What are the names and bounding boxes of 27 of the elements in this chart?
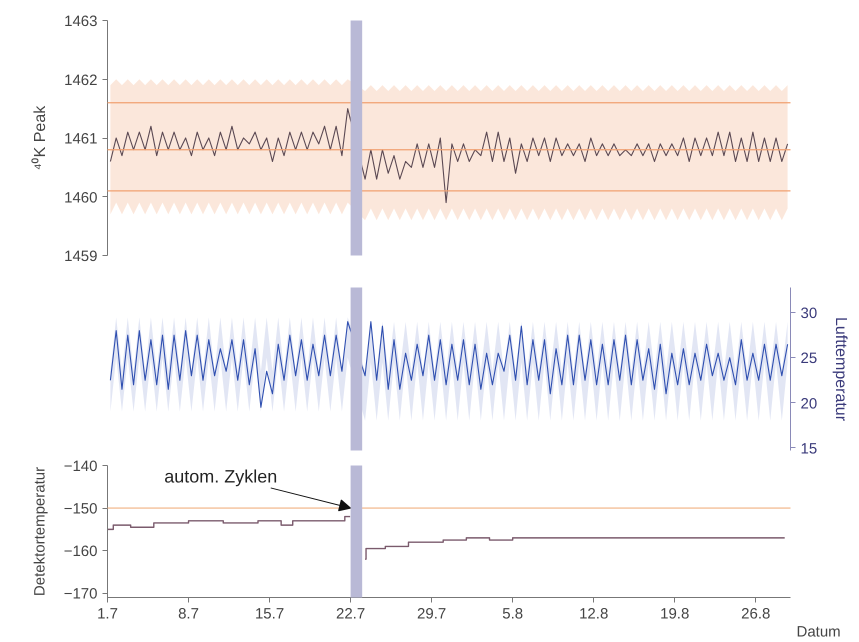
y-tick-label: 1461: [64, 130, 98, 148]
y2-tick-label: 30: [800, 305, 818, 322]
x-axis-title: Datum: [796, 624, 841, 640]
x-tick-label: 8.7: [178, 606, 199, 622]
y-axis-title: ⁴⁰K Peak: [31, 104, 50, 170]
y-axis-title: Detektortemperatur: [32, 466, 49, 596]
annotation: autom. Zyklen: [164, 466, 278, 486]
y-tick-label: −140: [64, 458, 98, 475]
y-tick-label: −170: [64, 586, 98, 603]
y-tick-label: 1463: [64, 13, 98, 30]
x-tick-label: 26.8: [741, 606, 770, 622]
x-tick-label: 5.8: [502, 606, 524, 622]
y-tick-label: 1462: [64, 72, 98, 89]
x-tick-label: 22.7: [336, 606, 366, 622]
y-tick-label: 1460: [64, 189, 98, 206]
x-tick-label: 29.7: [417, 606, 446, 622]
y-tick-label: −150: [64, 500, 98, 518]
y2-tick-label: 20: [800, 395, 818, 412]
y2-tick-label: 15: [800, 440, 818, 458]
y-tick-label: 1459: [64, 248, 98, 265]
x-tick-label: 19.8: [660, 606, 690, 622]
x-tick-label: 12.8: [579, 606, 608, 622]
y2-tick-label: 25: [800, 350, 818, 368]
x-tick-label: 15.7: [254, 606, 284, 622]
x-tick-label: 1.7: [97, 606, 118, 622]
y2-axis-title: Lufttemperatur: [832, 316, 850, 422]
y-tick-label: −160: [64, 543, 98, 560]
